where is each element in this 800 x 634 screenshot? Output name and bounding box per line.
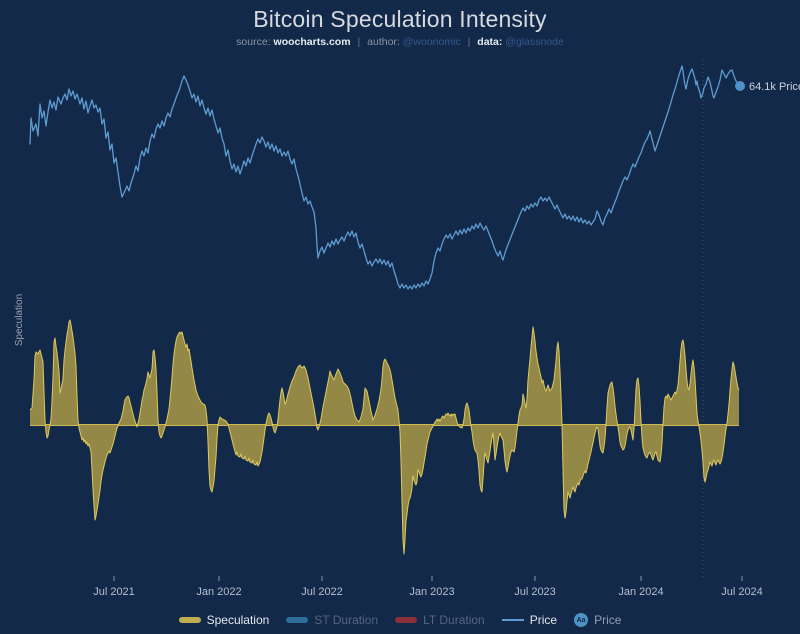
legend-swatch-price-annotation: Aa: [574, 613, 589, 627]
chart-title: Bitcoin Speculation Intensity: [253, 6, 547, 32]
legend-swatch-speculation: [178, 617, 201, 623]
author-link[interactable]: @woonomic: [402, 36, 461, 48]
data-source-label: data:: [477, 36, 503, 48]
source-link[interactable]: woocharts.com: [273, 36, 351, 48]
legend-item-speculation[interactable]: Speculation: [178, 613, 270, 627]
x-axis-tick-label: Jul 2024: [721, 586, 763, 598]
x-axis-tick-label: Jan 2022: [196, 586, 241, 598]
legend-label-lt-duration: LT Duration: [423, 613, 485, 627]
x-axis-tick-label: Jul 2023: [514, 586, 556, 598]
legend-swatch-lt-duration: [395, 617, 418, 623]
chart-subtitle: source: woocharts.com | author: @woonomi…: [0, 36, 800, 48]
y-axis-label: Speculation: [14, 294, 25, 346]
speculation-area: [30, 320, 739, 554]
legend-item-st-duration[interactable]: ST Duration: [286, 613, 378, 627]
legend-item-price[interactable]: Price: [501, 613, 558, 627]
speculation-outline: [29, 319, 740, 555]
legend-label-price-annotation: Price: [594, 613, 622, 627]
legend-swatch-price: [501, 619, 524, 621]
legend-item-price-annotation[interactable]: Aa Price: [574, 613, 621, 627]
source-label: source:: [236, 36, 271, 48]
legend-label-speculation: Speculation: [206, 613, 270, 627]
author-label: author:: [367, 36, 400, 48]
data-source-link[interactable]: @glassnode: [505, 36, 564, 48]
legend-label-price: Price: [529, 613, 558, 627]
legend-label-st-duration: ST Duration: [314, 613, 379, 627]
price-end-dot: [735, 81, 745, 91]
legend-swatch-st-duration: [286, 617, 309, 623]
chart-header: Bitcoin Speculation Intensity source: wo…: [0, 0, 800, 48]
x-axis-tick-label: Jan 2023: [409, 586, 454, 598]
price-end-annotation: 64.1k Price: [749, 81, 800, 93]
legend-item-lt-duration[interactable]: LT Duration: [395, 613, 485, 627]
x-axis-tick-label: Jul 2021: [93, 586, 135, 598]
price-line: [29, 65, 741, 290]
x-axis-tick-label: Jul 2022: [301, 586, 343, 598]
subtitle-separator: |: [357, 36, 361, 48]
subtitle-separator: |: [467, 36, 471, 48]
legend: Speculation ST Duration LT Duration Price Aa…: [0, 613, 800, 627]
x-axis-tick-label: Jan 2024: [618, 586, 663, 598]
